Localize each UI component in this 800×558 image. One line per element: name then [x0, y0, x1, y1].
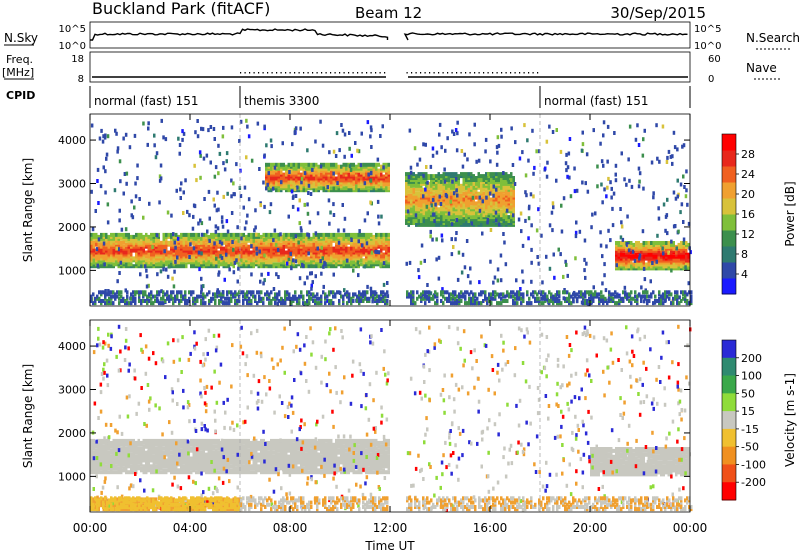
x-tick-label: 12:00 — [373, 521, 408, 535]
nave-label: Nave — [746, 61, 777, 75]
freq-top-tick: 18 — [71, 54, 84, 65]
colorbar-tick: 16 — [741, 208, 755, 221]
nsearch-label: N.Search — [746, 31, 800, 45]
velocity-panel: 1000 2000 3000 4000 Slant Range [km] 200 100 5… — [21, 320, 797, 512]
nsky-trace-after-gap — [405, 33, 688, 40]
x-tick-label: 04:00 — [173, 521, 208, 535]
colorbar-tick: -100 — [741, 458, 766, 471]
y-axis-label: Slant Range [km] — [21, 364, 35, 468]
colorbar-tick: 20 — [741, 188, 755, 201]
colorbar-label: Power [dB] — [783, 181, 797, 246]
cpid-label: CPID — [6, 89, 35, 102]
x-tick-label: 00:00 — [673, 521, 708, 535]
colorbar-tick: 24 — [741, 168, 755, 181]
cpid-segment-label: normal (fast) 151 — [94, 94, 198, 108]
y-tick-label: 1000 — [58, 470, 86, 483]
nsky-label: N.Sky — [4, 31, 38, 45]
colorbar-tick: 28 — [741, 148, 755, 161]
beam-title: Beam 12 — [355, 4, 422, 22]
cpid-segment-label: themis 3300 — [244, 94, 319, 108]
y-tick-label: 4000 — [58, 134, 86, 147]
y-axis-label: Slant Range [km] — [21, 158, 35, 262]
x-tick-label: 00:00 — [73, 521, 108, 535]
colorbar-label: Velocity [m s-1] — [783, 373, 797, 467]
freq-label: Freq. — [6, 53, 33, 66]
colorbar-tick: 4 — [741, 268, 748, 281]
power-panel: 1000 2000 3000 4000 Slant Range [km] 4 8 12 16 2… — [21, 114, 797, 306]
nave-bot-tick: 0 — [708, 74, 714, 85]
colorbar-tick: 15 — [741, 405, 755, 418]
colorbar-tick: -200 — [741, 476, 766, 489]
nsky-bot-tick: 10^0 — [59, 41, 86, 52]
nave-top-tick: 60 — [708, 54, 721, 65]
y-tick-label: 1000 — [58, 264, 86, 277]
nave-trace — [240, 72, 538, 74]
nsky-trace — [90, 29, 388, 40]
date-title: 30/Sep/2015 — [610, 4, 706, 22]
colorbar-tick: 100 — [741, 370, 762, 383]
nsearch-bot-tick: 10^0 — [694, 41, 721, 52]
x-tick-label: 08:00 — [273, 521, 308, 535]
site-title: Buckland Park (fitACF) — [92, 0, 270, 18]
cpid-segment-label: normal (fast) 151 — [544, 94, 648, 108]
x-tick-label: 16:00 — [473, 521, 508, 535]
nsearch-top-tick: 10^5 — [694, 24, 721, 35]
colorbar-tick: 12 — [741, 228, 755, 241]
freq-unit: [MHz] — [2, 66, 34, 79]
nsky-top-tick: 10^5 — [59, 24, 86, 35]
y-tick-label: 2000 — [58, 427, 86, 440]
colorbar-tick: -15 — [741, 423, 759, 436]
x-tick-label: 20:00 — [573, 521, 608, 535]
y-tick-label: 3000 — [58, 384, 86, 397]
y-tick-label: 4000 — [58, 340, 86, 353]
y-tick-label: 2000 — [58, 221, 86, 234]
colorbar-tick: 8 — [741, 248, 748, 261]
colorbar-tick: -50 — [741, 441, 759, 454]
colorbar-tick: 50 — [741, 387, 755, 400]
y-tick-label: 3000 — [58, 178, 86, 191]
x-axis-label: Time UT — [364, 539, 415, 553]
freq-bot-tick: 8 — [78, 74, 84, 85]
colorbar-tick: 200 — [741, 352, 762, 365]
